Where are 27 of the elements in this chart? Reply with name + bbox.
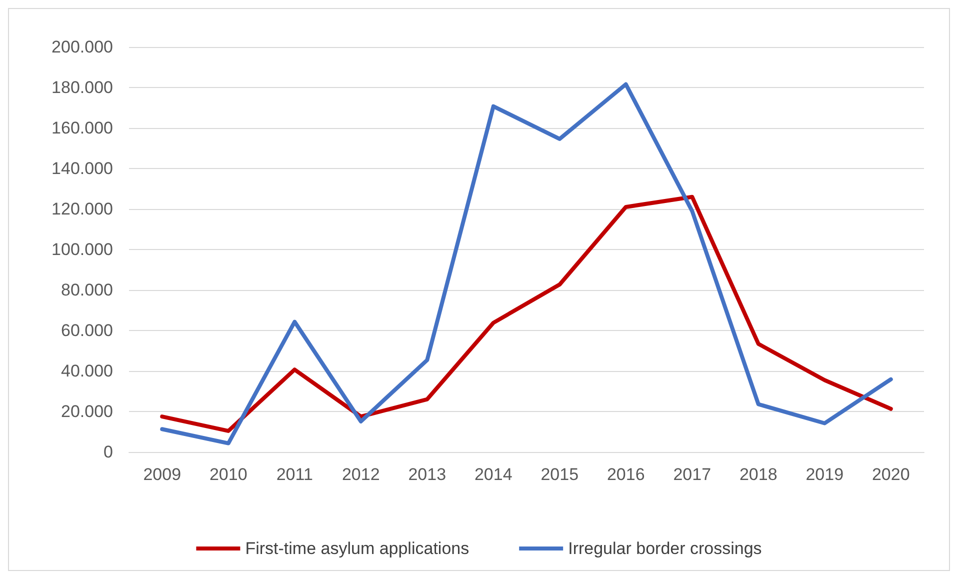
y-tick-label: 20.000 (61, 402, 113, 421)
x-tick-label: 2011 (276, 465, 313, 484)
x-tick-label: 2020 (872, 465, 910, 484)
x-tick-label: 2012 (342, 465, 380, 484)
x-tick-label: 2016 (606, 465, 645, 484)
y-tick-label: 0 (104, 442, 113, 462)
line-series (160, 194, 893, 433)
y-tick-label: 140.000 (52, 159, 113, 178)
y-tick-label: 100.000 (52, 240, 113, 259)
y-tick-label: 200.000 (52, 38, 113, 56)
y-tick-label: 160.000 (52, 118, 113, 138)
x-tick-label: 2017 (673, 465, 712, 484)
x-tick-label: 2019 (806, 465, 844, 484)
x-tick-label: 2013 (408, 465, 446, 484)
y-tick-label: 180.000 (52, 78, 113, 97)
y-tick-label: 40.000 (61, 362, 113, 380)
legend-label: Irregular border crossings (568, 539, 762, 558)
x-tick-label: 2009 (143, 465, 182, 484)
y-tick-label: 60.000 (61, 321, 113, 340)
x-tick-label: 2010 (209, 465, 248, 484)
legend-label: First-time asylum applications (245, 539, 470, 558)
y-tick-label: 80.000 (61, 280, 113, 300)
x-tick-label: 2015 (540, 465, 579, 484)
y-tick-label: 120.000 (52, 200, 113, 218)
x-tick-label: 2014 (474, 465, 512, 484)
x-tick-label: 2018 (739, 465, 778, 484)
line-series (160, 82, 893, 446)
